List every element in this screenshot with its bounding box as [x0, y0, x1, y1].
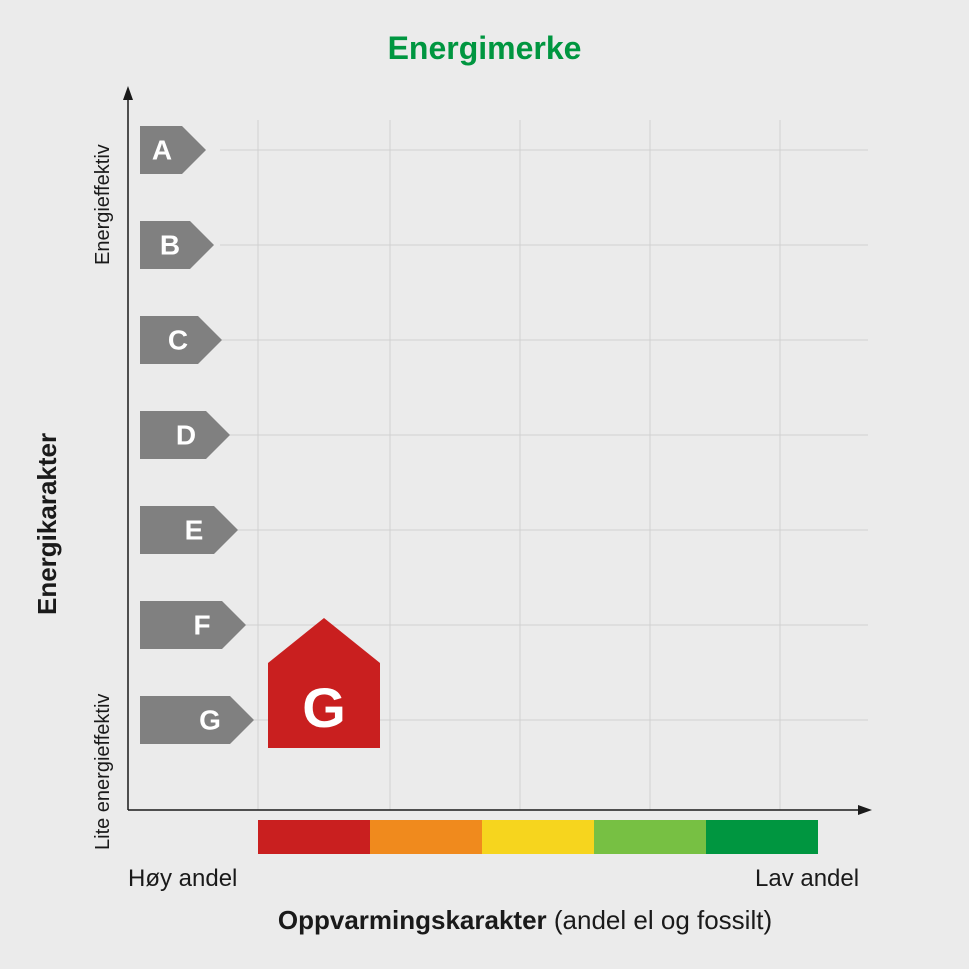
grade-arrow-a: A [140, 126, 206, 174]
svg-text:A: A [152, 135, 172, 166]
rating-house: G [268, 618, 380, 748]
svg-text:C: C [168, 325, 188, 356]
svg-text:B: B [160, 230, 180, 261]
chart-svg: A B C D E F G G [0, 0, 969, 969]
grade-arrow-d: D [140, 411, 230, 459]
grade-arrow-e: E [140, 506, 238, 554]
grade-arrow-f: F [140, 601, 246, 649]
energy-label-chart: Energimerke Energikarakter Energieffekti… [0, 0, 969, 969]
svg-text:E: E [185, 515, 204, 546]
svg-text:G: G [302, 676, 346, 739]
grade-arrow-g: G [140, 696, 254, 744]
svg-text:D: D [176, 420, 196, 451]
svg-text:G: G [199, 705, 221, 736]
grade-arrow-b: B [140, 221, 214, 269]
svg-text:F: F [193, 610, 210, 641]
grade-arrow-c: C [140, 316, 222, 364]
